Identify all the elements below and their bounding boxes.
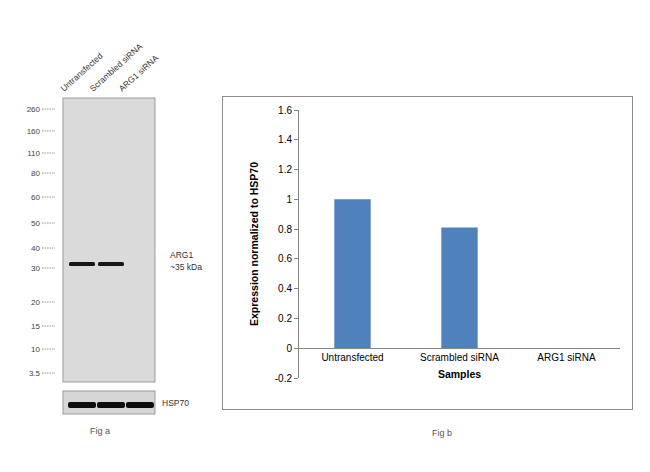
svg-text:15: 15 [31, 322, 40, 331]
svg-text:1: 1 [286, 194, 292, 205]
svg-text:Scrambled siRNA: Scrambled siRNA [87, 41, 145, 94]
svg-text:40: 40 [31, 244, 40, 253]
svg-text:Untransfected: Untransfected [58, 50, 105, 94]
svg-text:50: 50 [31, 219, 40, 228]
svg-text:20: 20 [31, 298, 40, 307]
svg-text:ARG1 siRNA: ARG1 siRNA [537, 352, 596, 363]
svg-text:ARG1: ARG1 [170, 250, 193, 260]
svg-text:~35 kDa: ~35 kDa [170, 262, 202, 272]
svg-text:0: 0 [286, 343, 292, 354]
svg-text:0.4: 0.4 [278, 283, 292, 294]
svg-text:110: 110 [27, 149, 40, 158]
svg-text:0.6: 0.6 [278, 253, 292, 264]
svg-text:80: 80 [31, 169, 40, 178]
svg-text:0.2: 0.2 [278, 313, 292, 324]
html-text:Fig b: Fig b [432, 428, 452, 438]
svg-text:Samples: Samples [438, 368, 481, 380]
svg-text:1.4: 1.4 [278, 134, 292, 145]
svg-text:ARG1 siRNA: ARG1 siRNA [117, 53, 161, 94]
svg-text:3.5: 3.5 [29, 369, 41, 378]
svg-text:-0.2: -0.2 [275, 373, 293, 384]
svg-text:260: 260 [27, 105, 41, 114]
svg-text:Expression normalized to HSP70: Expression normalized to HSP70 [248, 162, 260, 326]
svg-text:30: 30 [31, 264, 40, 273]
svg-text:10: 10 [31, 345, 40, 354]
svg-text:160: 160 [27, 127, 41, 136]
svg-text:Untransfected: Untransfected [321, 352, 383, 363]
svg-text:1.6: 1.6 [278, 105, 292, 116]
svg-text:HSP70: HSP70 [162, 398, 189, 408]
svg-text:60: 60 [31, 193, 40, 202]
svg-text:0.8: 0.8 [278, 224, 292, 235]
svg-text:Scrambled siRNA: Scrambled siRNA [420, 352, 499, 363]
html-text:Fig a: Fig a [90, 426, 110, 436]
svg-text:1.2: 1.2 [278, 164, 292, 175]
